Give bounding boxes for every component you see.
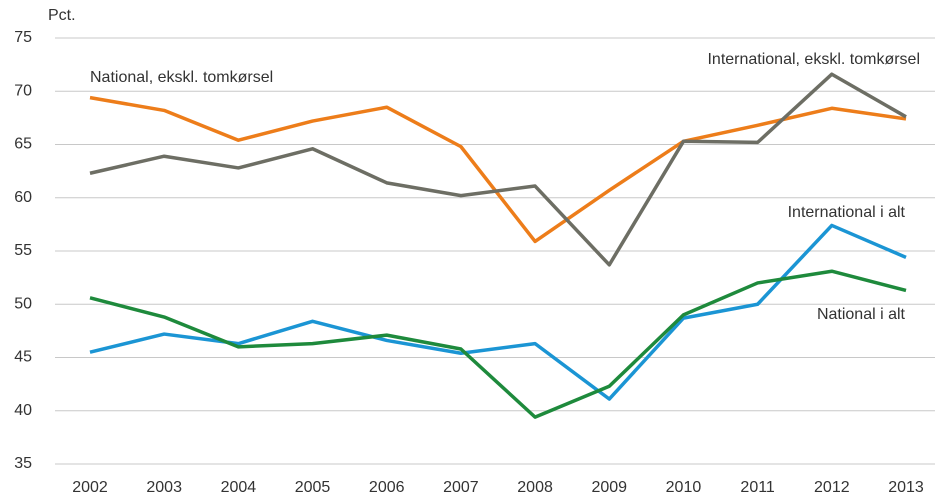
- x-tick-label: 2004: [221, 479, 257, 496]
- y-tick-label: 55: [14, 242, 32, 259]
- y-axis-label: Pct.: [48, 7, 76, 24]
- series-label: International, ekskl. tomkørsel: [707, 51, 920, 68]
- x-tick-label: 2003: [146, 479, 182, 496]
- series-label: National, ekskl. tomkørsel: [90, 69, 273, 86]
- x-tick-label: 2012: [814, 479, 850, 496]
- y-tick-label: 70: [14, 82, 32, 99]
- x-tick-label: 2007: [443, 479, 479, 496]
- x-tick-label: 2009: [591, 479, 627, 496]
- y-tick-label: 35: [14, 455, 32, 472]
- x-tick-label: 2008: [517, 479, 553, 496]
- y-tick-label: 50: [14, 295, 32, 312]
- series-line: [89, 269, 907, 419]
- y-tick-label: 40: [14, 402, 32, 419]
- y-tick-label: 75: [14, 29, 32, 46]
- series-line: [89, 72, 907, 267]
- x-tick-label: 2011: [740, 479, 775, 496]
- y-tick-label: 45: [14, 349, 32, 366]
- series-line: [89, 95, 907, 244]
- x-tick-label: 2005: [295, 479, 331, 496]
- series-label: International i alt: [788, 204, 906, 221]
- x-tick-label: 2013: [888, 479, 924, 496]
- x-tick-label: 2002: [72, 479, 108, 496]
- x-tick-label: 2006: [369, 479, 405, 496]
- y-tick-label: 60: [14, 189, 32, 206]
- series-label: National i alt: [817, 306, 906, 323]
- x-tick-label: 2010: [666, 479, 702, 496]
- y-tick-label: 65: [14, 136, 32, 153]
